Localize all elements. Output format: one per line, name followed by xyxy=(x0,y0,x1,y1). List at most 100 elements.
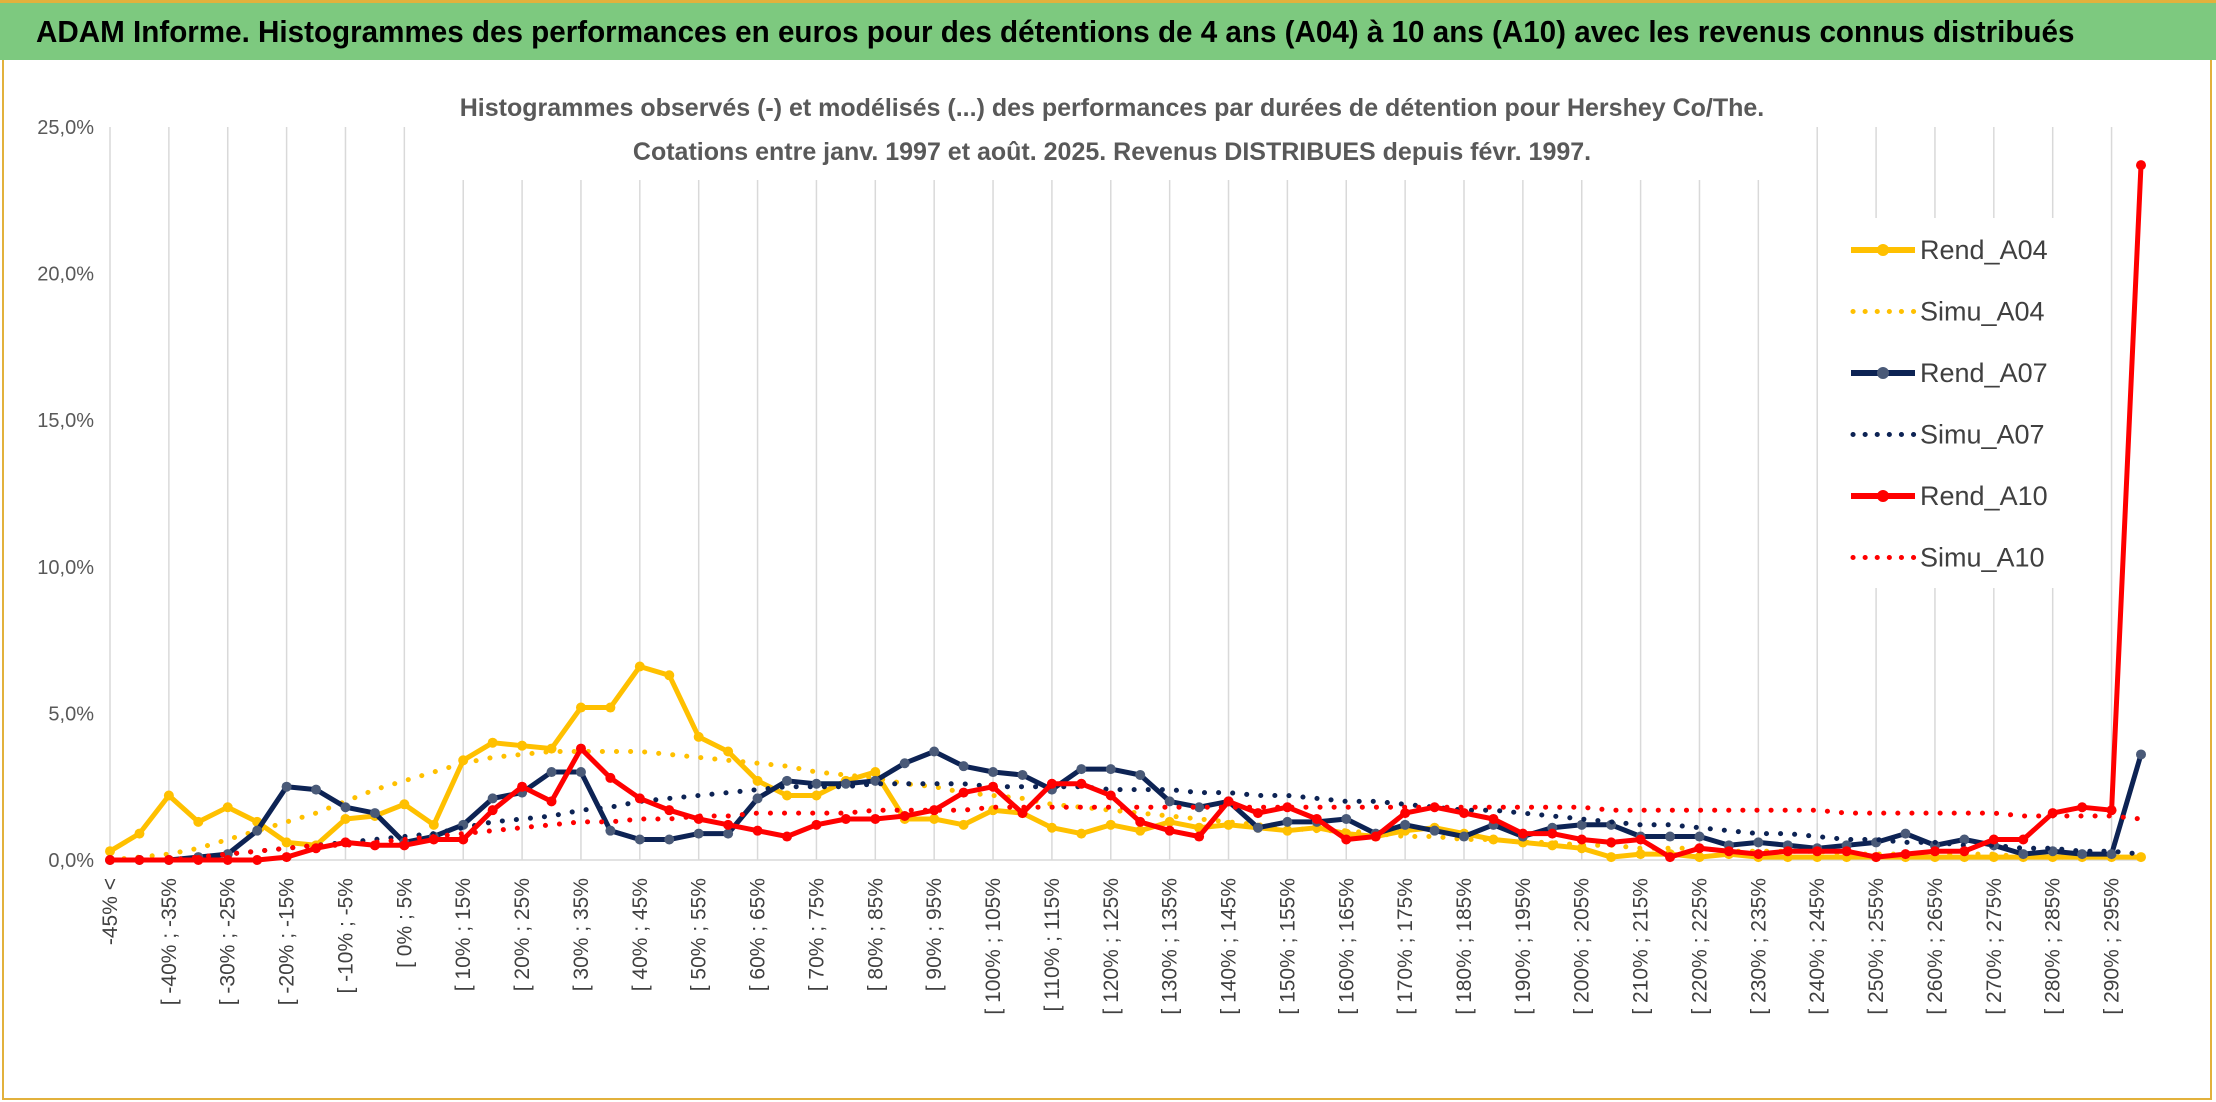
data-point xyxy=(958,787,969,798)
data-point xyxy=(1282,816,1293,827)
data-point xyxy=(1046,822,1057,833)
x-tick-label: [ 150% ; 155% xyxy=(1276,878,1299,1015)
x-tick-label: [ 100% ; 105% xyxy=(982,878,1005,1015)
x-tick-label: [ 250% ; 255% xyxy=(1865,878,1888,1015)
data-point xyxy=(929,746,940,757)
x-tick-label: [ 10% ; 15% xyxy=(452,878,475,991)
data-point xyxy=(546,767,557,778)
data-point xyxy=(399,840,410,851)
data-point xyxy=(281,852,292,863)
data-point xyxy=(281,781,292,792)
data-point xyxy=(811,819,822,830)
data-point xyxy=(2077,802,2088,813)
x-tick-label: [ 270% ; 275% xyxy=(1983,878,2006,1015)
data-point xyxy=(752,793,763,804)
x-tick-label: [ 30% ; 35% xyxy=(570,878,593,991)
legend-marker xyxy=(1877,244,1889,256)
data-point xyxy=(1341,834,1352,845)
data-point xyxy=(958,819,969,830)
x-tick-label: [ 220% ; 225% xyxy=(1688,878,1711,1015)
chart-title: Histogrammes observés (-) et modélisés (… xyxy=(460,94,1765,122)
data-point xyxy=(487,805,498,816)
x-tick-label: [ 0% ; 5% xyxy=(393,878,416,968)
data-point xyxy=(811,778,822,789)
data-point xyxy=(605,772,616,783)
data-point xyxy=(1959,846,1970,857)
legend-label: Rend_A04 xyxy=(1920,235,2048,265)
x-tick-label: [ 70% ; 75% xyxy=(805,878,828,991)
data-point xyxy=(723,819,734,830)
legend-item-simu-a07: Simu_A07 xyxy=(1850,420,2045,450)
data-point xyxy=(634,834,645,845)
series-simu-a07 xyxy=(107,781,2144,863)
data-point xyxy=(1164,796,1175,807)
data-point xyxy=(575,743,586,754)
data-point xyxy=(1694,831,1705,842)
data-point xyxy=(1135,769,1146,780)
data-point xyxy=(664,805,675,816)
legend-item-simu-a04: Simu_A04 xyxy=(1850,297,2045,327)
data-point xyxy=(752,825,763,836)
data-point xyxy=(1429,825,1440,836)
x-tick-label: -45% < xyxy=(99,878,122,945)
data-point xyxy=(1459,831,1469,842)
x-tick-label: [ 290% ; 295% xyxy=(2101,878,2124,1015)
data-point xyxy=(2106,805,2117,816)
data-point xyxy=(1105,819,1116,830)
data-point xyxy=(1576,819,1587,830)
data-point xyxy=(311,784,322,795)
data-point xyxy=(517,781,528,792)
legend-box xyxy=(1826,218,2076,588)
data-point xyxy=(1488,813,1499,824)
legend-label: Simu_A10 xyxy=(1920,543,2045,573)
data-point xyxy=(487,737,498,748)
data-point xyxy=(369,808,380,819)
data-point xyxy=(2136,160,2146,171)
data-point xyxy=(163,790,174,801)
data-point xyxy=(1665,831,1676,842)
x-tick-label: [ 210% ; 215% xyxy=(1630,878,1653,1015)
series-rend-a04 xyxy=(105,661,2146,863)
series-rend-a10 xyxy=(105,160,2146,865)
legend-label: Simu_A07 xyxy=(1920,420,2045,450)
legend-label: Rend_A10 xyxy=(1920,481,2048,511)
x-tick-label: [ 200% ; 205% xyxy=(1571,878,1594,1015)
data-point xyxy=(1400,819,1411,830)
banner-title: ADAM Informe. Histogrammes des performan… xyxy=(36,13,2075,49)
data-point xyxy=(664,834,675,845)
data-point xyxy=(840,813,851,824)
series-line-rend-a04 xyxy=(108,664,2141,860)
series-simu-a04 xyxy=(107,749,2144,863)
data-point xyxy=(782,790,792,801)
data-point xyxy=(634,793,645,804)
data-point xyxy=(1076,778,1087,789)
data-point xyxy=(428,819,439,830)
y-tick-label: 15,0% xyxy=(37,410,94,432)
data-point xyxy=(870,767,881,778)
data-point xyxy=(1723,846,1734,857)
x-tick-label: [ 170% ; 175% xyxy=(1394,878,1417,1015)
data-point xyxy=(693,731,704,742)
data-point xyxy=(105,846,115,857)
data-point xyxy=(1871,852,1882,863)
data-point xyxy=(1252,822,1263,833)
legend-label: Simu_A04 xyxy=(1920,297,2045,327)
data-point xyxy=(2136,852,2146,863)
x-tick-label: [ 90% ; 95% xyxy=(923,878,946,991)
data-point xyxy=(1841,846,1852,857)
data-point xyxy=(1459,808,1469,819)
data-point xyxy=(929,805,940,816)
data-point xyxy=(546,743,557,754)
data-point xyxy=(193,816,204,827)
data-point xyxy=(899,758,910,769)
data-point xyxy=(723,828,734,839)
legend-item-rend-a07: Rend_A07 xyxy=(1851,358,2048,388)
x-tick-label: [ 120% ; 125% xyxy=(1100,878,1123,1015)
data-point xyxy=(1223,796,1234,807)
legend-item-rend-a04: Rend_A04 xyxy=(1851,235,2048,265)
data-point xyxy=(1400,808,1411,819)
data-point xyxy=(281,837,292,848)
data-point xyxy=(1988,834,1999,845)
data-point xyxy=(1929,846,1940,857)
